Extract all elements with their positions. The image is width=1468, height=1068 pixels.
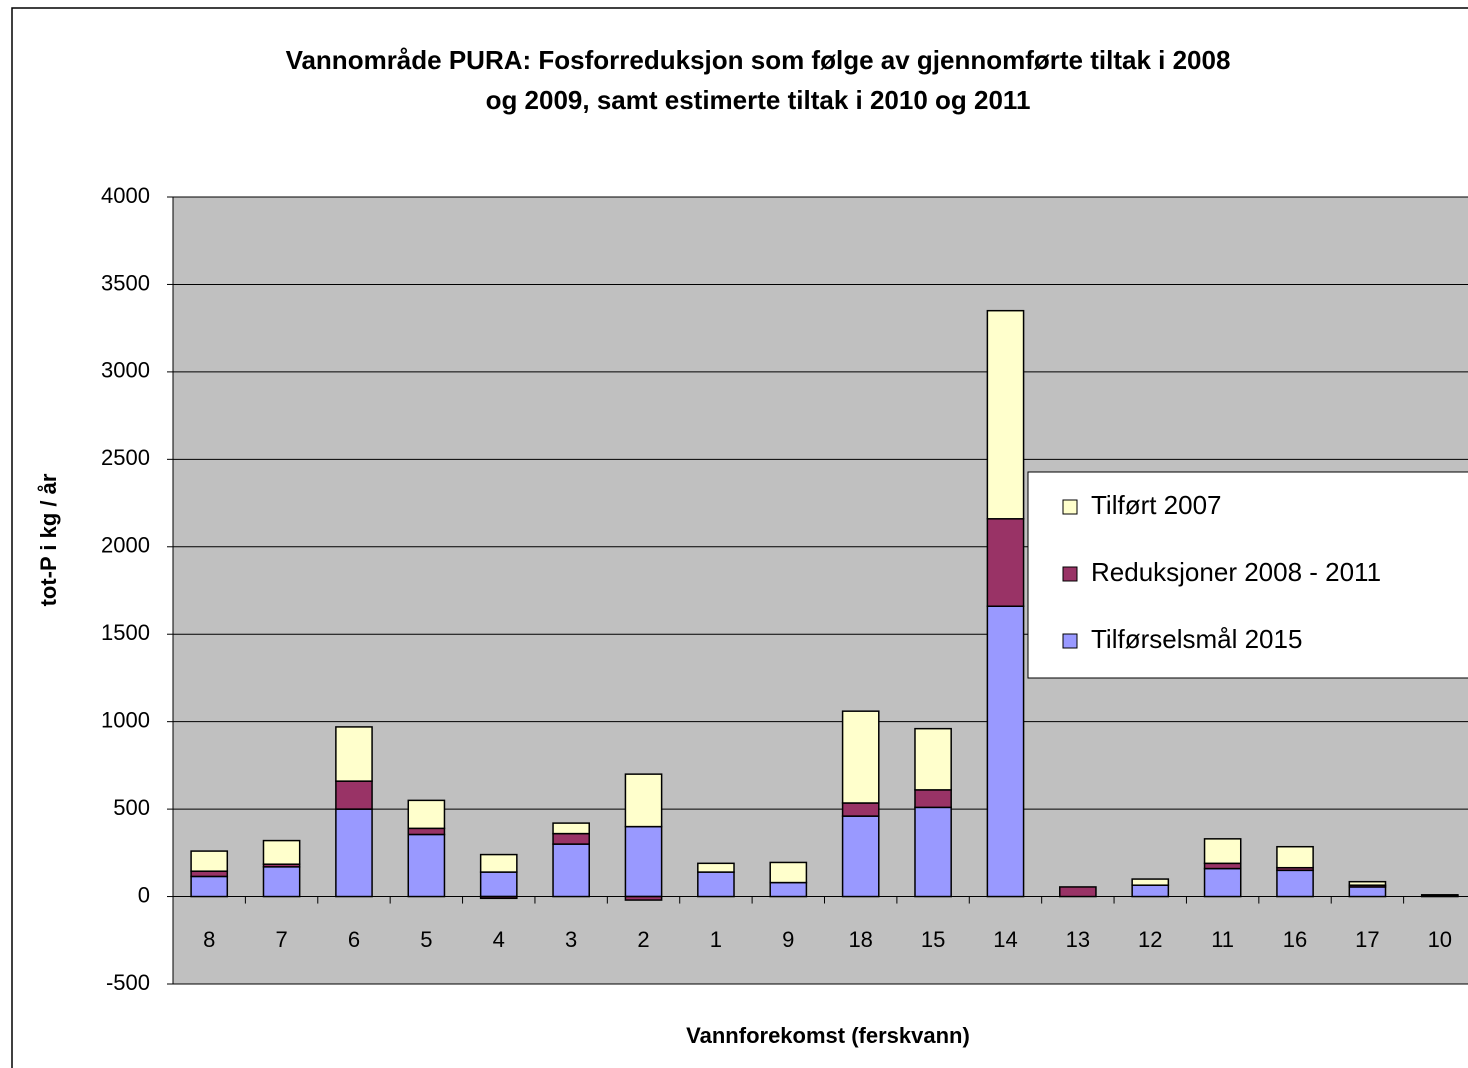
bar-segment <box>1348 886 1387 898</box>
legend-swatch <box>1062 566 1078 582</box>
bar-segment <box>986 309 1025 520</box>
bar-segment <box>841 815 880 898</box>
y-axis-label: tot-P i kg / år <box>36 473 61 606</box>
bar-segment <box>407 799 446 830</box>
bar-segment <box>552 832 590 845</box>
legend-swatch <box>1062 499 1078 515</box>
y-tick-label: 4000 <box>101 183 150 208</box>
bar-segment <box>190 875 229 898</box>
bar-segment <box>914 789 952 809</box>
bar-segment <box>479 871 518 898</box>
y-tick-label: 500 <box>113 795 150 820</box>
x-axis-label: Vannforekomst (ferskvann) <box>686 1023 970 1048</box>
y-tick-label: -500 <box>106 970 150 995</box>
bar-segment <box>1276 845 1314 869</box>
legend-swatch <box>1062 633 1078 649</box>
chart-subtitle: og 2009, samt estimerte tiltak i 2010 og… <box>486 85 1031 115</box>
bar-segment <box>552 822 590 835</box>
bar-segment <box>479 853 518 873</box>
bar-segment <box>697 871 735 898</box>
x-tick-label: 18 <box>848 927 872 952</box>
x-tick-label: 4 <box>493 927 505 952</box>
bar-segment <box>190 870 229 878</box>
bar-segment <box>1203 862 1242 870</box>
bar-segment <box>335 780 373 810</box>
x-tick-label: 10 <box>1428 927 1452 952</box>
bar-segment <box>1131 884 1170 898</box>
bar-segment <box>914 806 952 898</box>
bar-segment <box>1059 886 1097 898</box>
x-tick-label: 9 <box>782 927 794 952</box>
bar-segment <box>1420 894 1459 897</box>
bar-segment <box>1203 867 1242 898</box>
bar-segment <box>262 839 301 865</box>
x-tick-label: 12 <box>1138 927 1162 952</box>
bar-segment <box>1203 838 1242 865</box>
chart-title: Vannområde PURA: Fosforreduksjon som føl… <box>286 45 1231 75</box>
y-tick-label: 1500 <box>101 620 150 645</box>
y-tick-label: 2000 <box>101 533 150 558</box>
x-tick-label: 16 <box>1283 927 1307 952</box>
bar-segment <box>407 827 446 836</box>
bar-segment <box>624 825 663 898</box>
bar-segment <box>1348 880 1387 886</box>
x-tick-label: 13 <box>1066 927 1090 952</box>
x-tick-label: 17 <box>1355 927 1379 952</box>
x-tick-label: 7 <box>275 927 287 952</box>
bar-segment <box>697 862 735 873</box>
x-tick-label: 15 <box>921 927 945 952</box>
bar-segment <box>190 850 229 872</box>
x-tick-label: 6 <box>348 927 360 952</box>
bar-segment <box>986 518 1025 607</box>
y-tick-label: 2500 <box>101 445 150 470</box>
bar-segment <box>769 861 808 884</box>
bar-segment <box>841 802 880 817</box>
y-tick-label: 3000 <box>101 358 150 383</box>
bar-segment <box>841 710 880 804</box>
y-tick-label: 0 <box>138 882 150 907</box>
legend-label: Tilført 2007 <box>1091 490 1222 520</box>
y-tick-label: 3500 <box>101 270 150 295</box>
x-tick-label: 1 <box>710 927 722 952</box>
x-tick-label: 11 <box>1211 927 1234 952</box>
legend-box <box>1027 471 1468 679</box>
bar-segment <box>262 866 301 898</box>
x-tick-label: 14 <box>993 927 1017 952</box>
bar-segment <box>407 833 446 898</box>
x-tick-label: 5 <box>420 927 432 952</box>
bar-segment <box>552 843 590 898</box>
bar-segment <box>986 605 1025 898</box>
y-tick-label: 1000 <box>101 707 150 732</box>
bar-segment <box>335 808 373 898</box>
x-tick-label: 8 <box>203 927 215 952</box>
x-tick-label: 2 <box>637 927 649 952</box>
bar-segment <box>1276 869 1314 898</box>
bar-segment <box>914 727 952 791</box>
bar-segment <box>624 773 663 828</box>
bar-segment <box>335 726 373 782</box>
bar-segment <box>769 881 808 898</box>
x-tick-label: 3 <box>565 927 577 952</box>
bar-segment <box>479 895 518 900</box>
legend-label: Reduksjoner 2008 - 2011 <box>1091 557 1381 587</box>
bar-segment <box>1131 878 1170 886</box>
legend-label: Tilførselsmål 2015 <box>1091 624 1302 654</box>
bar-segment <box>624 895 663 901</box>
